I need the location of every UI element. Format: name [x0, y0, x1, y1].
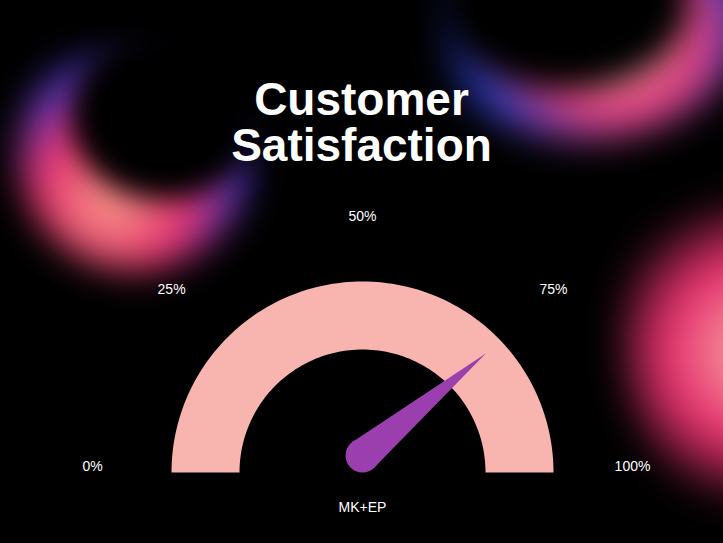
html-text:Customer: Customer	[254, 73, 469, 125]
svg-text:75%: 75%	[539, 281, 567, 297]
svg-text:MK+EP: MK+EP	[339, 499, 387, 515]
svg-text:100%: 100%	[615, 458, 651, 474]
html-text:Satisfaction: Satisfaction	[231, 119, 492, 171]
svg-text:50%: 50%	[348, 208, 376, 224]
svg-text:25%: 25%	[158, 281, 186, 297]
svg-text:0%: 0%	[82, 458, 102, 474]
